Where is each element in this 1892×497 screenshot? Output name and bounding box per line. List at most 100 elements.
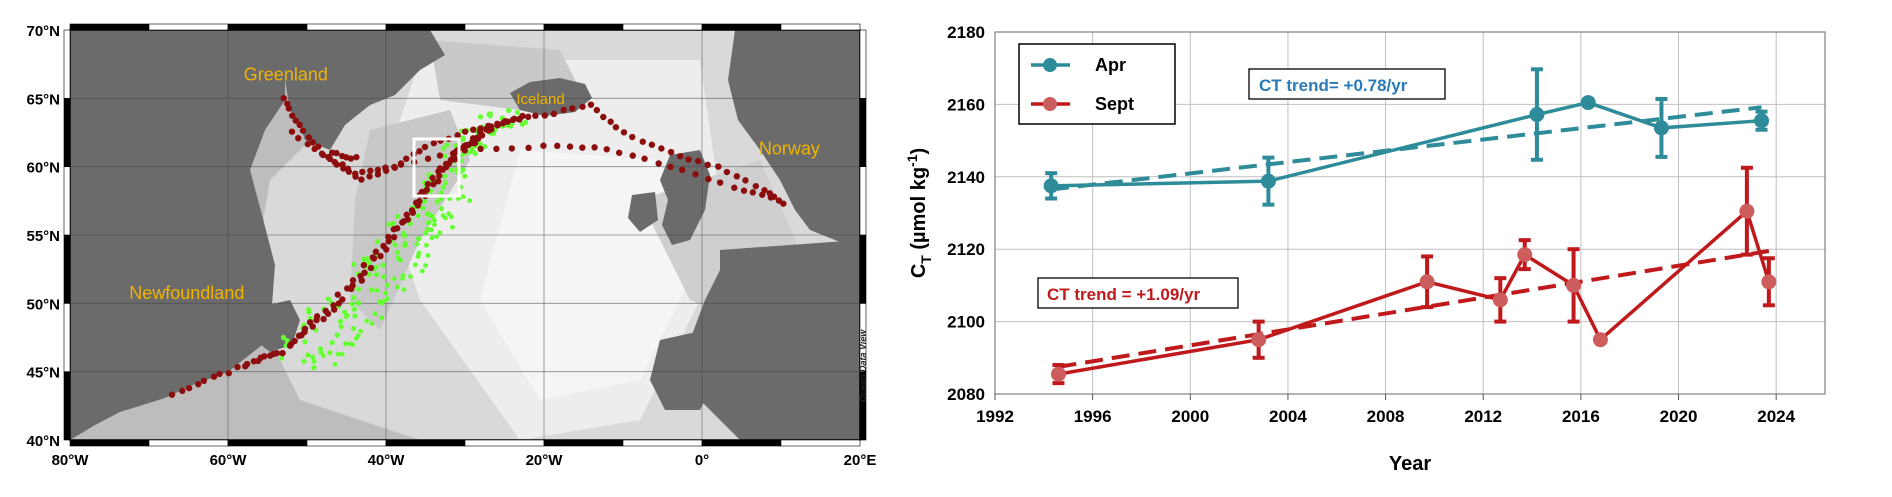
track-dot-alt (440, 213, 446, 219)
track-dot (733, 173, 741, 180)
track-dot (382, 167, 390, 174)
y-axis-title-units: (µmol kg (908, 167, 930, 255)
track-dot-alt (438, 206, 445, 212)
track-dot (353, 153, 360, 161)
track-dot (210, 373, 218, 380)
track-dot (524, 113, 532, 121)
track-dot (461, 128, 469, 135)
track-dot-alt (421, 198, 428, 205)
x-tick-label: 1996 (1074, 407, 1112, 426)
track-dot (716, 179, 724, 186)
data-point-sept (1566, 277, 1582, 293)
data-point-sept (1761, 274, 1777, 290)
track-dot-alt (438, 190, 444, 196)
data-point-apr (1754, 113, 1770, 129)
track-dot-alt (332, 361, 338, 367)
track-dot (629, 152, 636, 159)
track-dot-alt (335, 351, 341, 357)
track-dot (234, 363, 241, 371)
track-dot-alt (302, 339, 308, 345)
track-dot-alt (355, 300, 362, 306)
track-dot-alt (424, 242, 429, 248)
track-dot-alt (318, 346, 324, 352)
track-dot-alt (351, 261, 357, 267)
track-dot-alt (382, 298, 387, 304)
track-dot (449, 150, 457, 157)
track-dot (280, 94, 287, 102)
map-lat-label: 55°N (26, 228, 60, 245)
track-dot (629, 133, 636, 141)
track-dot-alt (400, 275, 405, 281)
x-axis-title: Year (1389, 453, 1431, 475)
track-dot (273, 349, 281, 357)
track-dot (767, 194, 775, 201)
track-dot-alt (379, 315, 385, 321)
track-dot (715, 163, 722, 170)
map-lat-label: 45°N (26, 365, 60, 382)
track-dot (685, 156, 692, 163)
track-dot-alt (355, 333, 361, 338)
data-point-sept (1517, 247, 1533, 263)
track-dot (168, 391, 176, 398)
track-dot (655, 160, 662, 167)
track-dot-alt (373, 272, 380, 278)
legend-sept-label: Sept (1095, 94, 1134, 114)
track-dot (603, 146, 610, 153)
track-dot-alt (423, 230, 429, 236)
track-dot-alt (311, 365, 317, 371)
track-dot (347, 155, 355, 162)
data-point-apr (1043, 178, 1059, 194)
track-dot (330, 306, 338, 313)
track-dot-alt (344, 312, 350, 318)
track-dot (516, 115, 523, 123)
track-dot (309, 139, 317, 146)
track-dot (740, 187, 748, 194)
track-dot (340, 165, 347, 172)
track-dot-alt (395, 213, 401, 219)
track-dot-alt (440, 184, 446, 191)
track-dot-alt (477, 141, 483, 147)
track-dot-alt (444, 142, 450, 148)
map-axis-labels: 70°N 65°N 60°N 55°N 50°N 45°N 40°N 80°W 60°W 40°W… (26, 23, 876, 469)
track-dot-alt (329, 340, 335, 346)
map-place-names: Greenland Iceland Norway Newfoundland (129, 65, 820, 304)
track-dot-alt (279, 355, 285, 361)
track-dot (508, 145, 516, 152)
track-dot-alt (390, 220, 396, 226)
track-dot-alt (420, 205, 426, 211)
track-dot (615, 149, 623, 156)
track-dot (397, 161, 405, 168)
track-dot-alt (374, 287, 380, 294)
track-dot-alt (368, 287, 374, 293)
axis-ticks: 1992 1996 2000 2004 2008 2012 2016 2020 2024 2080… (947, 23, 1795, 426)
track-dot (416, 148, 423, 155)
track-dot-alt (440, 145, 447, 151)
track-dot-alt (416, 236, 422, 242)
y-tick-label: 2120 (947, 240, 985, 259)
track-dot (579, 144, 586, 151)
track-dot (692, 171, 699, 178)
x-tick-label: 2024 (1757, 407, 1795, 426)
track-dot (587, 101, 595, 108)
track-dot (461, 147, 468, 154)
track-dot-alt (395, 255, 401, 261)
track-dot (678, 166, 686, 174)
map-credit: Ocean Data View (858, 329, 868, 402)
track-dot (225, 369, 232, 377)
track-dot (436, 172, 443, 179)
track-dot (759, 191, 766, 198)
track-dot-alt (337, 318, 344, 324)
chart-panel: 1992 1996 2000 2004 2008 2012 2016 2020 2024 2080… (904, 23, 1826, 475)
map-border-segment (306, 439, 387, 447)
y-axis-title-superscript: -1 (904, 154, 920, 167)
track-dot (554, 142, 561, 150)
track-dot-alt (305, 352, 311, 358)
track-dot-alt (402, 242, 408, 249)
track-dot-alt (327, 350, 333, 356)
track-dot (478, 132, 486, 139)
track-dot-alt (325, 296, 332, 302)
track-dot-alt (431, 217, 437, 223)
map-lat-label: 65°N (26, 91, 60, 108)
track-dot-alt (442, 180, 449, 186)
map-border-segment (859, 29, 867, 99)
